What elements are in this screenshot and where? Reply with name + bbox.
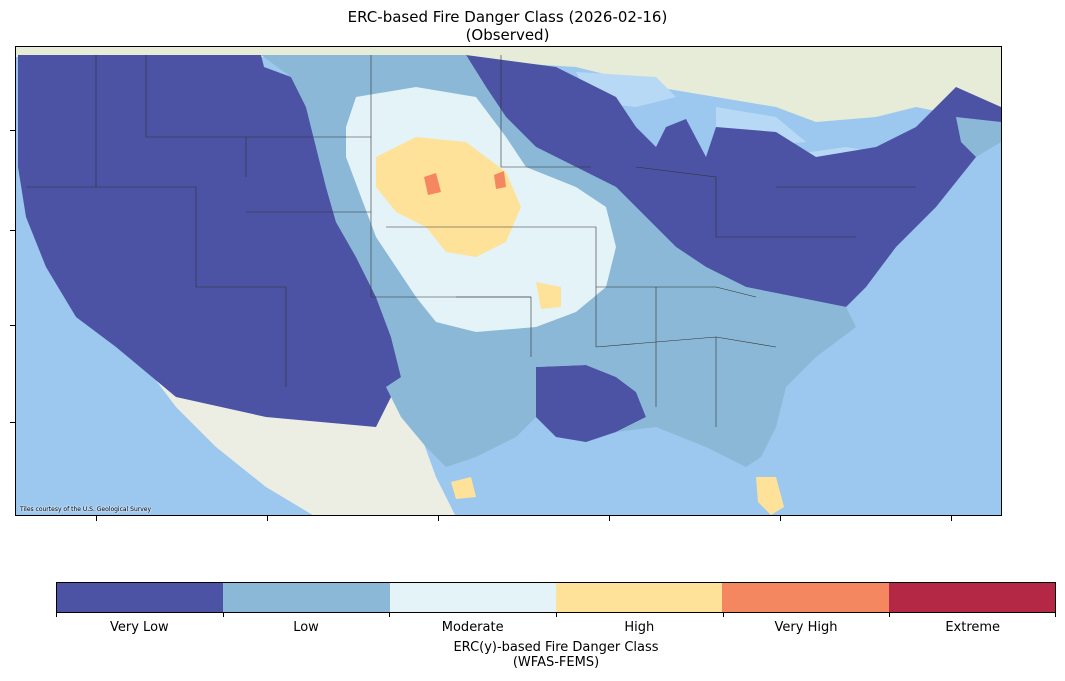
legend-tick — [389, 613, 391, 617]
zone-high-texas — [451, 477, 476, 499]
title-line-2: (Observed) — [465, 26, 550, 44]
legend-swatch — [57, 583, 224, 612]
legend-swatch — [722, 583, 889, 612]
legend-tick — [889, 613, 891, 617]
legend-swatch — [389, 583, 556, 612]
x-tick — [438, 516, 439, 521]
map-panel[interactable]: Tiles courtesy of the U.S. Geological Su… — [15, 46, 1002, 516]
legend-ticks — [56, 613, 1056, 617]
legend-swatch — [888, 583, 1055, 612]
zone-very-low-gulf — [536, 365, 646, 442]
legend-tick — [556, 613, 557, 617]
canada-land — [16, 47, 1001, 136]
zone-high-kansas — [536, 282, 561, 309]
y-tick — [10, 422, 15, 423]
legend-colorbar — [56, 582, 1056, 613]
legend-title-line-2: (WFAS-FEMS) — [512, 655, 600, 670]
legend-swatch — [555, 583, 723, 612]
y-tick — [10, 325, 15, 326]
zone-very-low-northeast — [466, 55, 1001, 307]
x-tick — [96, 516, 97, 521]
legend-label: Extreme — [945, 620, 1001, 635]
legend-tick — [222, 613, 224, 617]
legend-labels: Very Low Low Moderate High Very High Extreme — [56, 620, 1056, 635]
x-tick — [609, 516, 610, 521]
legend-label: Very Low — [110, 620, 169, 635]
legend-tick — [722, 613, 724, 617]
zone-low-ne-strip — [956, 117, 1001, 157]
legend-title-line-1: ERC(y)-based Fire Danger Class — [453, 640, 659, 655]
legend-tick — [56, 613, 57, 617]
y-tick — [10, 130, 15, 131]
y-tick — [10, 230, 15, 231]
x-tick — [951, 516, 952, 521]
figure-title: ERC-based Fire Danger Class (2026-02-16)… — [0, 8, 1015, 44]
legend-tick — [1055, 613, 1056, 617]
zone-very-high — [424, 171, 506, 195]
title-line-1: ERC-based Fire Danger Class (2026-02-16) — [347, 8, 668, 26]
state-borders — [26, 55, 916, 427]
map-svg — [16, 47, 1001, 515]
x-tick — [267, 516, 268, 521]
zone-very-low-west — [18, 55, 401, 427]
tile-attribution: Tiles courtesy of the U.S. Geological Su… — [20, 506, 152, 513]
legend-label: High — [624, 620, 655, 635]
legend-label: Very High — [774, 620, 838, 635]
x-tick — [780, 516, 781, 521]
zone-high-florida — [756, 477, 784, 515]
legend-label: Low — [293, 620, 319, 635]
legend-swatch — [223, 583, 390, 612]
legend-label: Moderate — [441, 620, 504, 635]
legend-title: ERC(y)-based Fire Danger Class (WFAS-FEM… — [56, 640, 1056, 670]
